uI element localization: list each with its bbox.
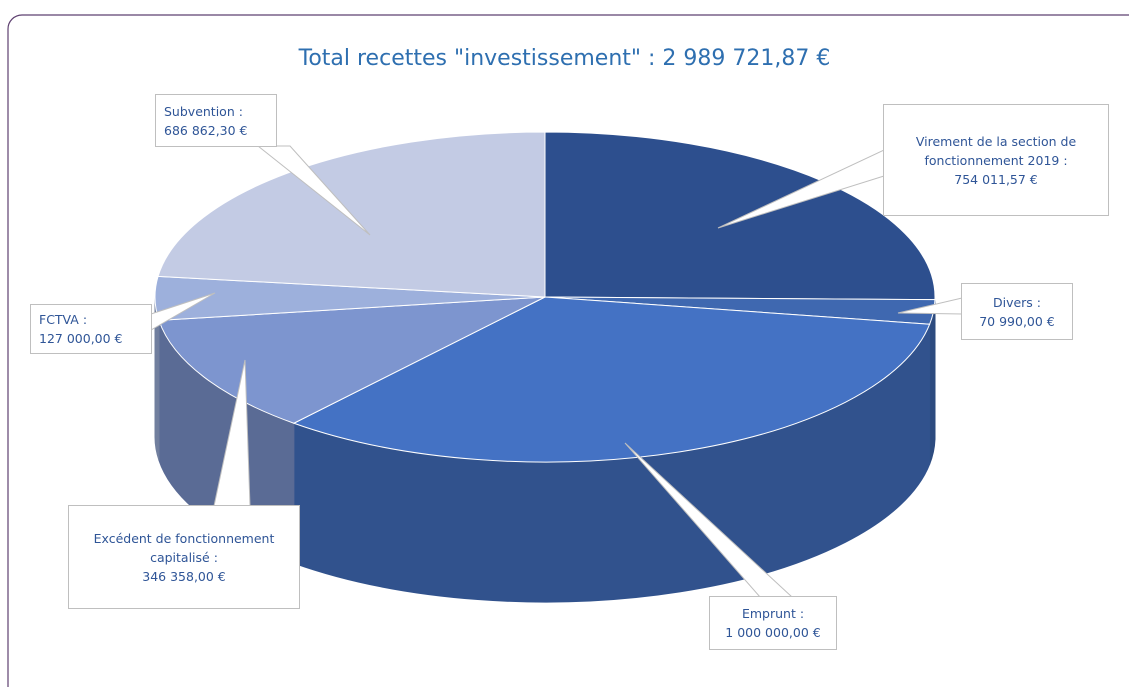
label-value: 346 358,00 € (142, 568, 226, 584)
label-category: Divers : (992, 294, 1042, 310)
data-label: Subvention : 686 862,30 € (155, 94, 277, 147)
slice (292, 296, 931, 463)
data-label: Virement de la section de fonctionnement… (883, 104, 1109, 216)
label-value: 754 011,57 € (954, 171, 1038, 187)
data-label: Divers : 70 990,00 € (961, 283, 1073, 340)
callouts (150, 145, 963, 598)
label-category: Excédent de fonctionnement capitalisé : (93, 530, 275, 565)
label-value: 1 000 000,00 € (725, 625, 821, 640)
slice-side (929, 299, 936, 465)
data-label: FCTVA : 127 000,00 € (30, 304, 152, 354)
label-category: Emprunt : (741, 606, 805, 621)
label-value: 70 990,00 € (979, 313, 1055, 329)
frame (7, 14, 1129, 687)
data-label: Emprunt : 1 000 000,00 € (709, 596, 837, 650)
data-label: Excédent de fonctionnement capitalisé : 3… (68, 505, 300, 609)
label-category: FCTVA : (39, 312, 88, 327)
label-category: Subvention : (164, 103, 243, 119)
label-value: 686 862,30 € (164, 122, 248, 138)
chart-title: Total recettes "investissement" : 2 989 … (298, 46, 831, 71)
slice (158, 296, 546, 424)
label-value: 127 000,00 € (39, 331, 123, 346)
label-category: Virement de la section de fonctionnement… (915, 133, 1077, 168)
